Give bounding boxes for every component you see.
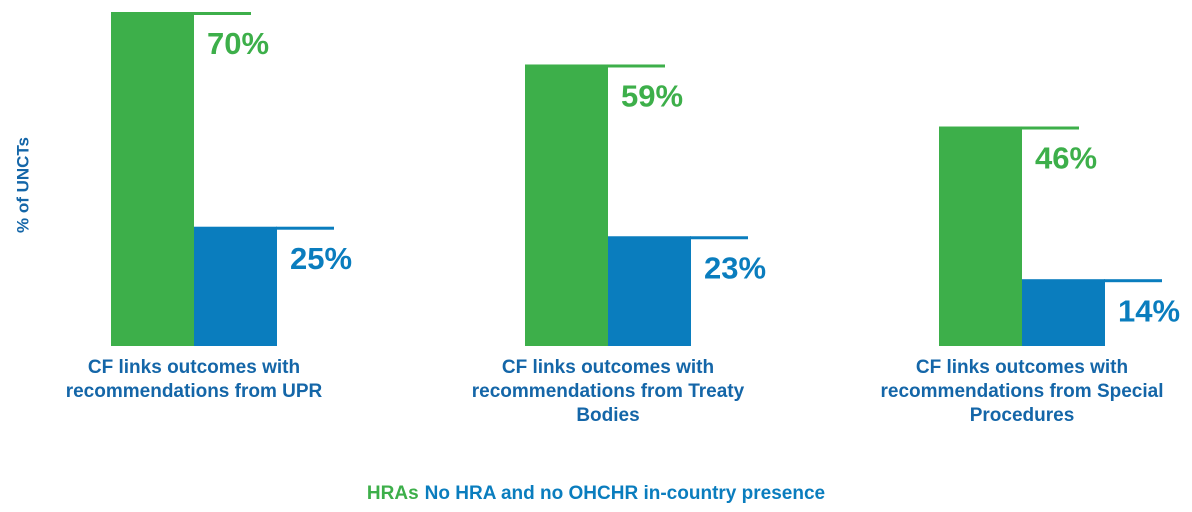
legend-entry: HRAs bbox=[366, 483, 419, 504]
y-axis-label: % of UNCTs bbox=[13, 137, 32, 233]
value-label: 23% bbox=[704, 250, 766, 285]
bar bbox=[608, 236, 691, 346]
bar-top-line bbox=[607, 64, 665, 68]
bar-top-line bbox=[193, 12, 251, 15]
x-tick-label: CF links outcomes with recommendations f… bbox=[880, 357, 1164, 426]
bar bbox=[1022, 279, 1105, 346]
x-tick-label: CF links outcomes with recommendations f… bbox=[471, 357, 745, 426]
bar bbox=[525, 64, 608, 346]
legend: HRAs No HRA and no OHCHR in-country prese… bbox=[0, 483, 1192, 505]
value-label: 25% bbox=[290, 241, 352, 276]
bar bbox=[111, 12, 194, 346]
value-label: 70% bbox=[207, 26, 269, 61]
legend-entry: No HRA and no OHCHR in-country presence bbox=[424, 483, 826, 504]
bar-top-line bbox=[690, 236, 748, 240]
value-label: 46% bbox=[1035, 141, 1097, 176]
bar bbox=[939, 126, 1022, 346]
value-label: 59% bbox=[621, 79, 683, 114]
bar bbox=[194, 226, 277, 346]
bar-top-line bbox=[1104, 279, 1162, 283]
bar-top-line bbox=[1021, 126, 1079, 130]
bar-top-line bbox=[276, 226, 334, 230]
x-tick-label: CF links outcomes with recommendations f… bbox=[65, 357, 323, 402]
value-label: 14% bbox=[1118, 293, 1180, 328]
